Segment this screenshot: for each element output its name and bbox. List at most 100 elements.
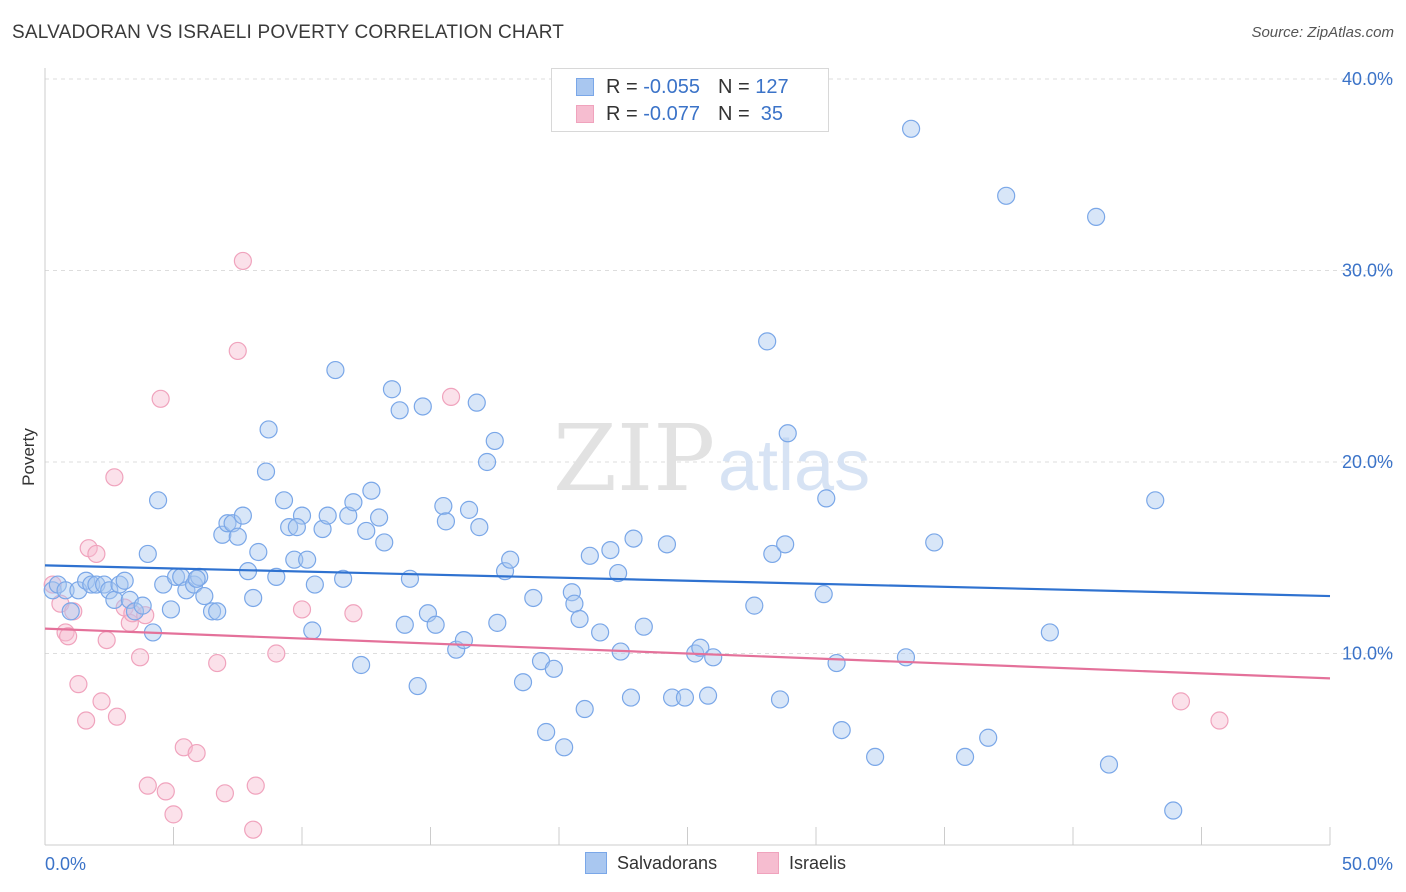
israelis-point (156, 782, 175, 801)
salvadorans-point (565, 594, 584, 613)
salvadorans-point (624, 529, 643, 548)
axes (44, 68, 1331, 846)
israelis-point (344, 604, 363, 623)
bottom-legend-label-salvadorans: Salvadorans (617, 852, 718, 873)
salvadorans-point (274, 491, 294, 510)
bottom-legend-label-israelis: Israelis (789, 852, 847, 873)
salvadorans-point (866, 747, 885, 767)
bottom-legend-salvadorans: Salvadorans (585, 852, 717, 874)
bottom-legend-swatch-blue (585, 852, 607, 874)
salvadorans-point (195, 586, 214, 606)
salvadorans-point (305, 575, 324, 594)
salvadorans-point (621, 688, 641, 707)
israelis-point (92, 692, 111, 711)
salvadorans-point (488, 613, 507, 632)
israelis-point (130, 648, 150, 667)
salvadorans-point (267, 567, 286, 587)
y-tick-label: 40.0% (1342, 69, 1393, 89)
legend-n-label: N = (717, 75, 756, 98)
israelis-trend-line (44, 627, 1331, 680)
legend-r-value: -0.055 (643, 75, 700, 98)
salvadorans-point (375, 533, 394, 552)
chart-title: SALVADORAN VS ISRAELI POVERTY CORRELATIO… (12, 22, 565, 43)
legend-r-value: -0.077 (643, 102, 700, 125)
salvadorans-point (436, 512, 456, 531)
israelis-point (77, 711, 96, 730)
y-tick-label: 10.0% (1342, 644, 1393, 664)
salvadorans-point (233, 506, 252, 525)
israelis-point (1171, 692, 1191, 711)
y-tick-label: 20.0% (1342, 452, 1393, 472)
salvadorans-point (691, 638, 710, 657)
salvadorans-point (662, 688, 682, 707)
israelis-point (208, 653, 227, 673)
israelis-point (59, 627, 78, 646)
salvadorans-point (524, 588, 543, 608)
legend: R = -0.055 N = 127 R = -0.077 N = 35 (551, 68, 829, 132)
salvadorans-point (925, 533, 944, 552)
salvadorans-point (408, 676, 427, 696)
salvadorans-point (955, 747, 975, 767)
israelis-point (97, 630, 116, 650)
israelis-point (228, 341, 247, 361)
salvadorans-point (218, 514, 237, 533)
israelis-point (246, 776, 265, 795)
salvadorans-point (426, 615, 445, 634)
salvadorans-point (370, 508, 389, 527)
salvadorans-point (61, 602, 80, 621)
salvadorans-point (244, 588, 263, 608)
israelis-point (105, 468, 124, 487)
salvadorans-point (413, 397, 432, 416)
salvadorans-point (285, 550, 304, 569)
salvadorans-point (467, 393, 486, 412)
salvadorans-point (357, 521, 376, 541)
salvadorans-point (634, 617, 653, 636)
salvadorans-trend-line (44, 564, 1331, 598)
salvadorans-point (601, 540, 620, 560)
israelis-point (187, 743, 206, 763)
salvadorans-point (202, 602, 222, 621)
watermark: ZIP atlas (553, 405, 870, 512)
bottom-legend-israelis: Israelis (757, 852, 846, 874)
salvadorans-point (344, 493, 363, 512)
salvadorans-point (758, 332, 777, 351)
salvadorans-point (827, 653, 846, 673)
salvadorans-point (43, 581, 62, 600)
y-axis-label: Poverty (19, 428, 38, 486)
salvadorans-point (228, 527, 247, 546)
salvadorans-point (675, 688, 695, 707)
israelis-point (164, 805, 183, 824)
salvadorans-point (313, 519, 332, 539)
salvadorans-point (477, 452, 497, 472)
salvadorans-point (1087, 207, 1106, 226)
salvadorans-point (280, 518, 299, 537)
salvadorans-point (537, 722, 556, 742)
legend-swatch-blue (576, 78, 594, 96)
x-tick-label: 0.0% (45, 854, 86, 874)
salvadorans-point (434, 496, 453, 516)
salvadorans-point (292, 506, 312, 525)
salvadorans-points (43, 119, 1183, 820)
legend-r-label: R = (606, 75, 644, 98)
salvadorans-point (997, 186, 1016, 205)
salvadorans-point (544, 659, 563, 678)
salvadorans-point (562, 583, 581, 602)
legend-r-label: R = (606, 102, 644, 125)
legend-swatch-pink (576, 105, 594, 123)
salvadorans-point (56, 581, 75, 600)
israelis-point (87, 544, 106, 564)
israelis-point (69, 675, 88, 694)
salvadorans-point (832, 720, 851, 740)
salvadorans-point (1146, 491, 1165, 510)
israelis-points (43, 251, 1229, 839)
salvadorans-point (609, 563, 628, 583)
legend-row-israelis: R = -0.077 N = 35 (576, 101, 783, 127)
salvadorans-point (745, 596, 764, 615)
legend-n-label: N = (717, 102, 756, 125)
salvadorans-point (591, 623, 610, 642)
y-tick-label: 30.0% (1342, 261, 1393, 281)
israelis-point (215, 784, 234, 803)
salvadorans-point (979, 728, 998, 747)
salvadorans-point (555, 738, 574, 757)
